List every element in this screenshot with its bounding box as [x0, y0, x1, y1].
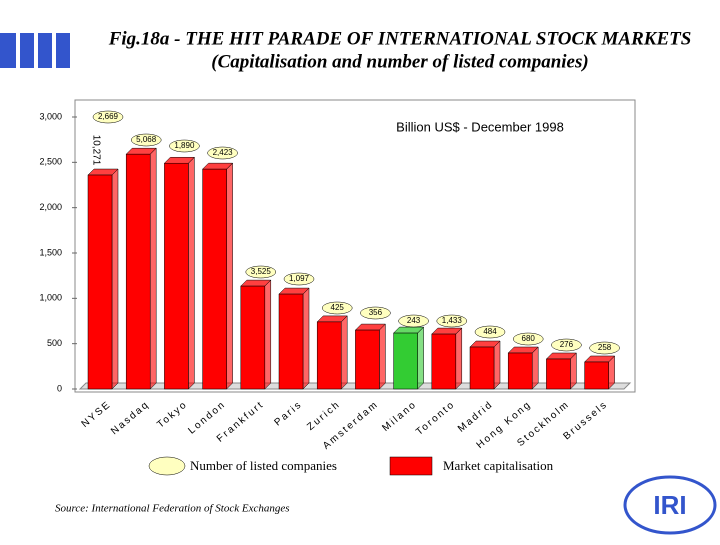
y-tick-label: 1,500 — [39, 247, 62, 257]
legend-swatch — [148, 456, 186, 476]
bar-side — [417, 326, 424, 390]
count-oval — [130, 133, 162, 147]
bar-side — [340, 315, 348, 390]
x-tick-label: Tokyo — [155, 399, 190, 431]
bar — [240, 285, 266, 390]
x-tick-label: Paris — [272, 399, 304, 429]
x-tick-label: Toronto — [414, 399, 457, 438]
x-tick-label: Nasdaq — [109, 399, 152, 437]
bar-side — [302, 287, 310, 390]
bar — [316, 321, 342, 390]
bar-side — [188, 156, 195, 390]
count-label: 425 — [331, 303, 345, 312]
unit-label: Billion US$ - December 1998 — [396, 119, 564, 134]
bar — [202, 168, 227, 390]
bar — [431, 333, 457, 390]
y-tick-label: 3,000 — [39, 111, 62, 121]
count-oval — [321, 301, 353, 315]
bar — [507, 352, 533, 390]
source: Source: International Federation of Stoc… — [55, 503, 290, 515]
bar-side — [531, 346, 539, 390]
bar-side — [149, 147, 157, 390]
count-label: 356 — [369, 308, 383, 317]
bar — [393, 332, 418, 390]
count-oval — [169, 139, 200, 153]
count-oval — [436, 314, 468, 328]
x-tick-label: Zurich — [305, 399, 343, 433]
count-oval — [512, 332, 544, 346]
y-tick-label: 1,000 — [39, 293, 62, 303]
chart-subtitle: (Capitalisation and number of listed com… — [211, 51, 588, 72]
count-label: 1,890 — [174, 141, 195, 150]
count-label: 2,669 — [98, 112, 119, 121]
bar — [355, 329, 380, 390]
count-oval — [283, 272, 315, 286]
iri-logo: IRI — [623, 475, 717, 535]
count-oval — [398, 314, 429, 328]
count-label: 1,433 — [442, 316, 463, 325]
y-tick-label: 2,000 — [39, 202, 62, 212]
legend-label: Number of listed companies — [190, 458, 337, 473]
x-tick-label: NYSE — [80, 399, 114, 430]
bar — [546, 358, 571, 390]
chart-title: Fig.18a - THE HIT PARADE OF INTERNATIONA… — [108, 28, 692, 49]
count-label: 258 — [598, 343, 612, 352]
count-label: 2,423 — [213, 148, 234, 157]
y-tick-label: 0 — [57, 383, 62, 393]
count-oval — [551, 338, 582, 352]
legend-label: Market capitalisation — [443, 458, 554, 473]
count-oval — [360, 306, 391, 320]
annotation: 10,271 — [90, 135, 101, 166]
count-label: 243 — [407, 316, 421, 325]
bar-side — [264, 279, 272, 390]
bar — [278, 293, 304, 390]
count-oval — [92, 110, 124, 124]
count-oval — [245, 265, 277, 279]
bar-side — [226, 162, 233, 390]
y-tick-label: 2,500 — [39, 157, 62, 167]
bar-side — [111, 168, 119, 390]
bar — [125, 153, 151, 390]
corner-logo — [0, 30, 75, 70]
logo-text: IRI — [653, 490, 686, 520]
plot-area — [74, 99, 636, 393]
bar-side — [493, 340, 501, 390]
count-label: 3,525 — [251, 267, 272, 276]
count-label: 5,068 — [136, 135, 157, 144]
y-tick-label: 500 — [47, 338, 62, 348]
bar — [164, 162, 189, 390]
count-label: 1,097 — [289, 274, 310, 283]
bar-side — [379, 323, 386, 390]
bar — [469, 346, 495, 390]
legend-swatch — [389, 456, 433, 476]
count-label: 484 — [483, 327, 497, 336]
count-oval — [474, 325, 506, 339]
count-label: 680 — [522, 334, 536, 343]
bar — [584, 361, 609, 390]
count-oval — [207, 146, 238, 160]
bar-side — [455, 327, 463, 390]
count-label: 276 — [560, 340, 574, 349]
count-oval — [589, 341, 620, 355]
bar — [87, 174, 113, 390]
